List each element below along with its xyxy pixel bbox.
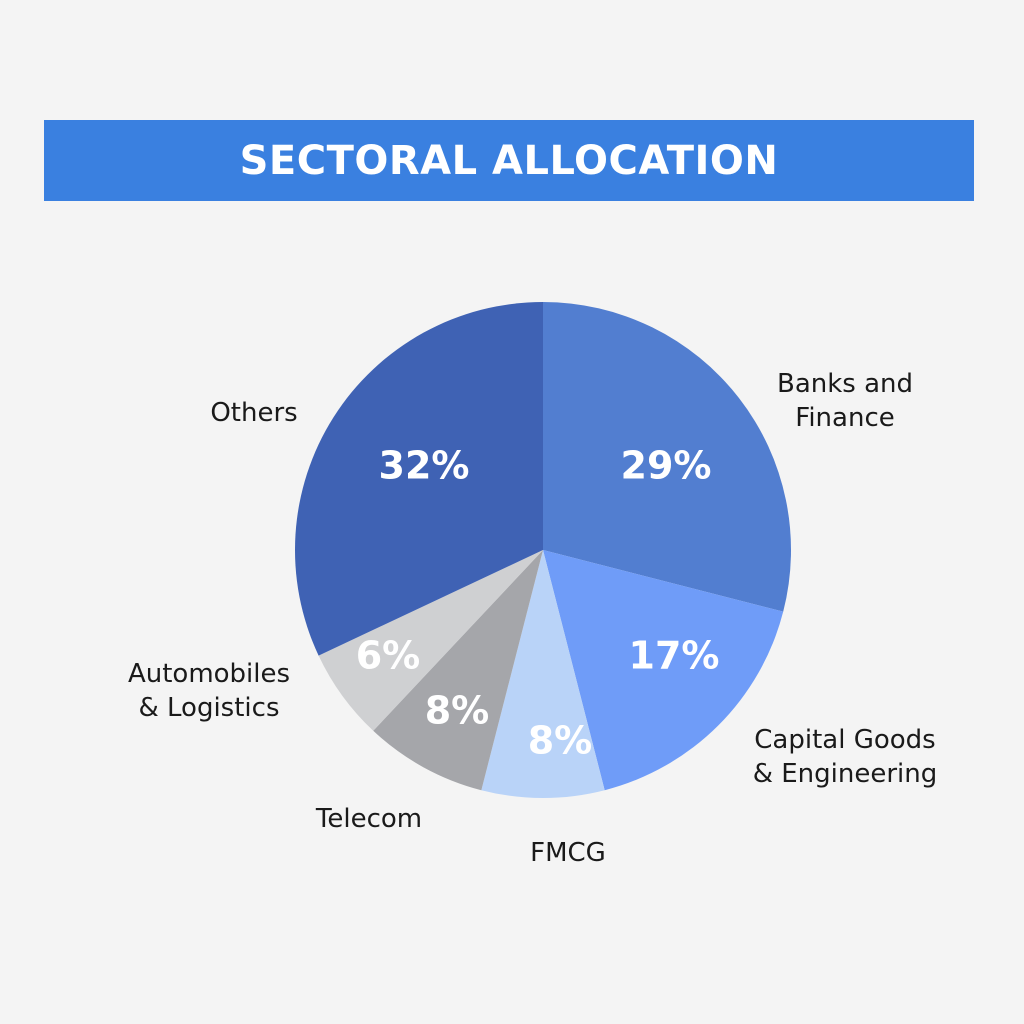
slice-category-label: Capital Goods — [754, 725, 935, 755]
slice-value-label: 29% — [621, 444, 712, 488]
slice-category-label: FMCG — [530, 838, 606, 868]
pie-slice-telecom — [373, 550, 543, 791]
pie-slice-others — [294, 302, 543, 656]
slice-category-label: Banks and — [777, 369, 913, 399]
slice-value-label: 6% — [356, 634, 421, 678]
slice-category-label: Finance — [795, 403, 894, 433]
pie-slice-fmcg — [481, 550, 605, 799]
slice-value-label: 8% — [528, 719, 593, 763]
chart-title: SECTORAL ALLOCATION — [239, 137, 779, 184]
slice-category-label: & Logistics — [138, 693, 279, 723]
pie-slice-capital-goods-and-engineering — [543, 550, 784, 791]
slice-category-label: Automobiles — [128, 659, 290, 689]
slice-value-label: 8% — [425, 689, 490, 733]
slice-category-label: & Engineering — [753, 759, 938, 789]
slice-category-label: Others — [210, 398, 297, 428]
slice-category-label: Telecom — [315, 804, 422, 834]
pie-slice-automobiles-and-logistics — [318, 550, 543, 731]
pie-slice-banks-and-finance — [543, 302, 791, 612]
title-banner: SECTORAL ALLOCATION — [44, 120, 974, 201]
slice-value-label: 17% — [629, 634, 720, 678]
slice-value-label: 32% — [379, 444, 470, 488]
